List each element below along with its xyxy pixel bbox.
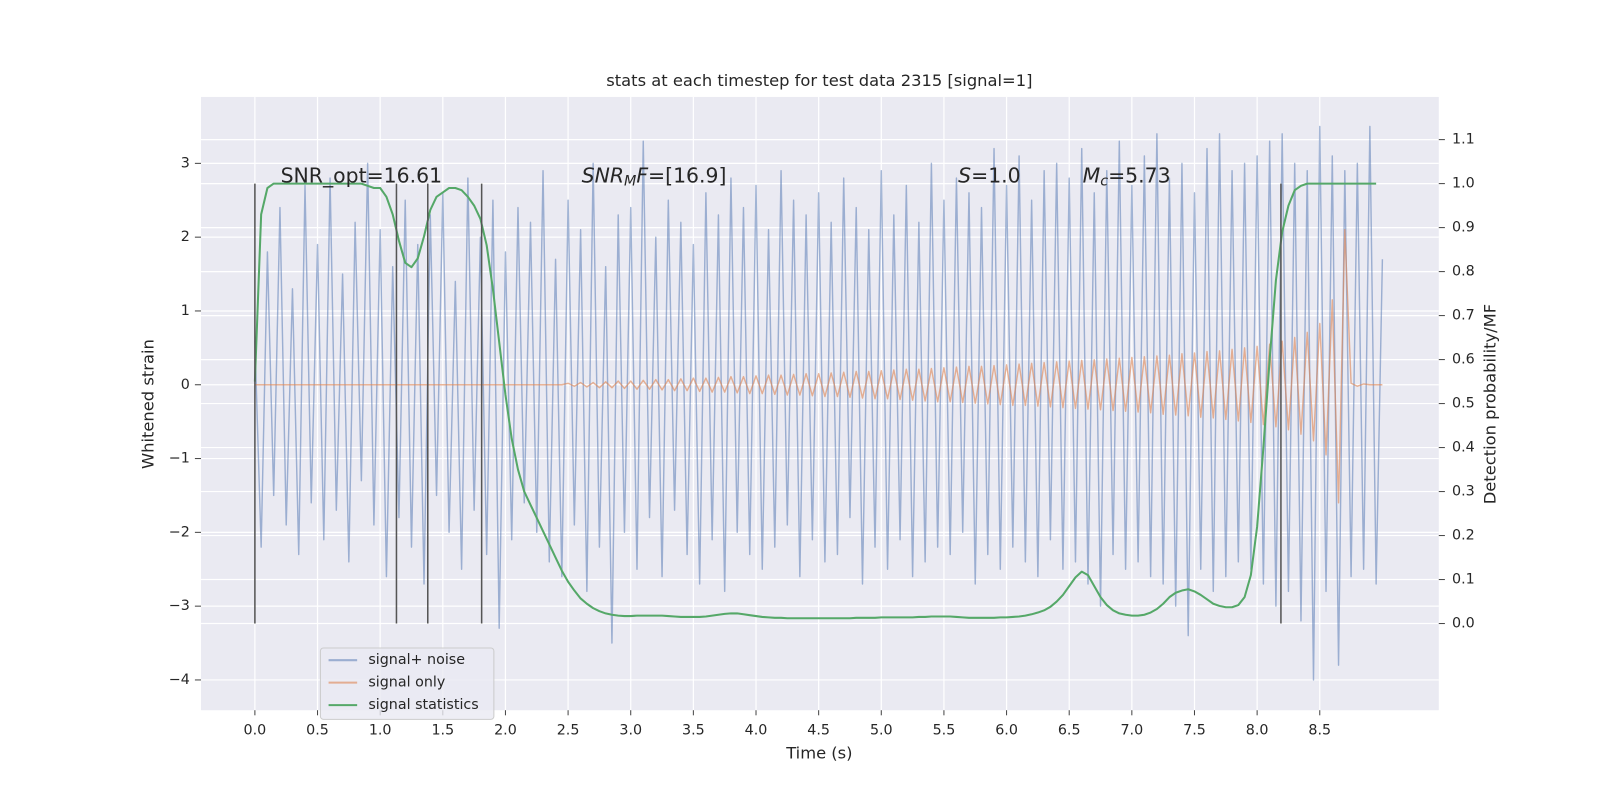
x-tick-label: 5.5 bbox=[933, 723, 956, 739]
x-tick-label: 6.5 bbox=[1058, 723, 1081, 739]
annotation-part: =5.73 bbox=[1108, 164, 1171, 188]
x-tick-label: 3.5 bbox=[682, 723, 705, 739]
x-tick-label: 1.0 bbox=[369, 723, 392, 739]
x-tick-label: 8.5 bbox=[1308, 723, 1331, 739]
y2-tick-label: 0.2 bbox=[1452, 528, 1475, 544]
legend-box bbox=[319, 647, 495, 720]
x-tick-label: 0.5 bbox=[306, 723, 329, 739]
legend-label: signal statistics bbox=[368, 697, 478, 713]
y2-tick-label: 0.3 bbox=[1452, 484, 1475, 500]
x-tick-label: 2.5 bbox=[557, 723, 580, 739]
annotation: Mc=5.73 bbox=[1083, 164, 1171, 190]
x-tick-label: 6.0 bbox=[995, 723, 1018, 739]
chart-title: stats at each timestep for test data 231… bbox=[606, 71, 1032, 90]
x-tick-label: 5.0 bbox=[870, 723, 893, 739]
y-tick-label: −3 bbox=[169, 598, 190, 614]
y2-tick-label: 0.9 bbox=[1452, 220, 1475, 236]
x-tick-label: 3.0 bbox=[619, 723, 642, 739]
y-tick-label: 0 bbox=[181, 377, 190, 393]
annotation-part: SNR bbox=[582, 164, 624, 188]
x-axis-label: Time (s) bbox=[785, 744, 852, 763]
annotation-part: M bbox=[1083, 164, 1101, 188]
x-tick-label: 8.0 bbox=[1246, 723, 1269, 739]
y2-tick-label: 0.7 bbox=[1452, 308, 1475, 324]
y-tick-label: −4 bbox=[169, 672, 190, 688]
y2-tick-label: 0.4 bbox=[1452, 440, 1475, 456]
annotation-part: SNR_opt=16.61 bbox=[281, 164, 442, 189]
y-axis-label: Whitened strain bbox=[138, 339, 157, 469]
y2-tick-label: 1.1 bbox=[1452, 132, 1475, 148]
series-line bbox=[254, 229, 1383, 504]
x-tick-label: 4.0 bbox=[745, 723, 768, 739]
y2-tick-label: 0.8 bbox=[1452, 264, 1475, 280]
annotation-part: S bbox=[958, 164, 971, 188]
y-tick-label: −1 bbox=[169, 451, 190, 467]
legend-label: signal only bbox=[368, 675, 445, 691]
x-tick-label: 7.5 bbox=[1183, 723, 1206, 739]
y-tick-label: −2 bbox=[169, 524, 190, 540]
annotation: SNR_opt=16.61 bbox=[281, 164, 442, 189]
annotation-part: =1.0 bbox=[971, 164, 1021, 188]
y2-tick-label: 0.1 bbox=[1452, 572, 1475, 588]
y2-tick-label: 1.0 bbox=[1452, 176, 1475, 192]
annotation: SNRMF=[16.9] bbox=[582, 164, 727, 190]
y2-tick-label: 0.6 bbox=[1452, 352, 1475, 368]
annotation-part: =[16.9] bbox=[648, 164, 726, 188]
y-tick-label: 2 bbox=[181, 229, 190, 245]
y-tick-label: 1 bbox=[181, 303, 190, 319]
annotation-part: c bbox=[1100, 174, 1108, 190]
series-line bbox=[253, 182, 1377, 620]
legend-label: signal+ noise bbox=[368, 652, 465, 668]
annotation-part: F bbox=[636, 164, 648, 188]
annotation-part: M bbox=[624, 174, 636, 190]
x-tick-label: 7.0 bbox=[1120, 723, 1143, 739]
x-tick-label: 1.5 bbox=[431, 723, 454, 739]
x-tick-label: 0.0 bbox=[244, 723, 267, 739]
x-tick-label: 4.5 bbox=[807, 723, 830, 739]
y2-axis-label: Detection probability/MF bbox=[1480, 304, 1499, 504]
annotation: S=1.0 bbox=[958, 164, 1020, 188]
y2-tick-label: 0.5 bbox=[1452, 396, 1475, 412]
y-tick-label: 3 bbox=[181, 155, 190, 171]
y2-tick-label: 0.0 bbox=[1452, 616, 1475, 632]
x-tick-label: 2.0 bbox=[494, 723, 517, 739]
